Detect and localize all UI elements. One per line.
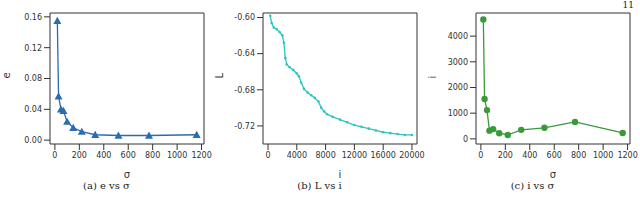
- svg-text:2000: 2000: [448, 83, 468, 92]
- svg-text:400: 400: [522, 151, 537, 160]
- svg-text:0: 0: [478, 151, 483, 160]
- svg-text:1200: 1200: [191, 151, 211, 160]
- svg-text:0: 0: [463, 135, 468, 144]
- svg-text:0: 0: [265, 151, 270, 160]
- svg-text:16000: 16000: [370, 151, 395, 160]
- svg-text:8000: 8000: [315, 151, 335, 160]
- svg-text:0.08: 0.08: [24, 74, 42, 83]
- svg-text:4000: 4000: [448, 32, 468, 41]
- svg-text:600: 600: [121, 151, 136, 160]
- svg-text:σ: σ: [124, 169, 131, 178]
- svg-text:L: L: [214, 73, 225, 79]
- html-text:(b) L vs i: (b) L vs i: [297, 180, 342, 191]
- svg-text:1000: 1000: [167, 151, 187, 160]
- svg-text:20000: 20000: [399, 151, 424, 160]
- svg-text:i: i: [427, 76, 438, 79]
- svg-text:800: 800: [145, 151, 160, 160]
- html-text:(c) i vs σ: (c) i vs σ: [510, 180, 555, 191]
- svg-text:4000: 4000: [287, 151, 307, 160]
- svg-text:-0.64: -0.64: [234, 49, 255, 58]
- svg-text:400: 400: [96, 151, 111, 160]
- svg-text:-0.68: -0.68: [234, 86, 255, 95]
- svg-text:1200: 1200: [617, 151, 632, 160]
- svg-text:-0.60: -0.60: [234, 13, 255, 22]
- svg-text:σ: σ: [550, 169, 557, 178]
- svg-text:-0.72: -0.72: [234, 122, 255, 131]
- svg-text:0.16: 0.16: [24, 13, 42, 22]
- html-text:11: 11: [622, 0, 634, 10]
- svg-text:200: 200: [72, 151, 87, 160]
- svg-text:e: e: [8, 72, 12, 78]
- svg-text:0: 0: [52, 151, 57, 160]
- svg-text:1000: 1000: [448, 109, 468, 118]
- html-text:(a) e vs σ: (a) e vs σ: [83, 180, 130, 191]
- svg-text:0.04: 0.04: [24, 105, 42, 114]
- svg-text:1000: 1000: [593, 151, 613, 160]
- svg-text:12000: 12000: [342, 151, 367, 160]
- svg-text:200: 200: [498, 151, 513, 160]
- svg-text:0.12: 0.12: [24, 44, 42, 53]
- svg-text:800: 800: [571, 151, 586, 160]
- svg-text:i: i: [339, 169, 342, 178]
- svg-text:600: 600: [547, 151, 562, 160]
- svg-text:3000: 3000: [448, 58, 468, 67]
- svg-text:0.00: 0.00: [24, 136, 42, 145]
